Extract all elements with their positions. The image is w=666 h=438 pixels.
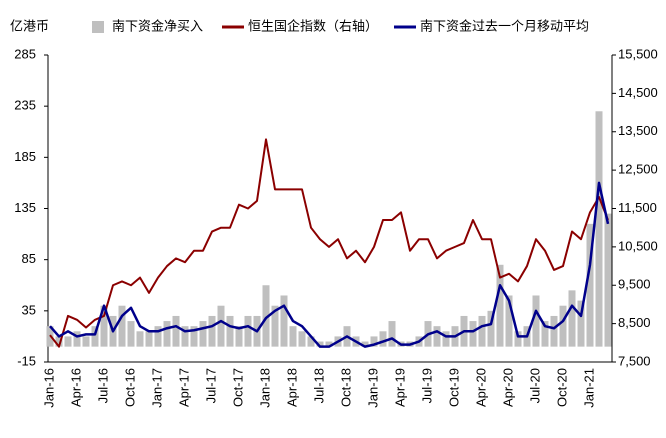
bar (487, 310, 495, 347)
bar (586, 223, 594, 347)
bar (388, 321, 396, 347)
bar (370, 336, 378, 347)
bar (541, 321, 549, 347)
bar (244, 315, 252, 347)
bar (181, 326, 189, 347)
bar (55, 336, 63, 347)
y2-tick-label: 12,500 (618, 162, 658, 177)
x-tick-label: Jul-20 (527, 368, 542, 403)
bar (514, 331, 522, 347)
bar (307, 336, 315, 347)
x-tick-label: Jul-16 (95, 368, 110, 403)
x-tick-label: Jan-18 (257, 368, 272, 408)
x-tick-label: Jan-17 (149, 368, 164, 408)
y2-tick-label: 7,500 (618, 353, 651, 368)
bar (559, 305, 567, 347)
x-tick-label: Oct-20 (554, 368, 569, 407)
y-tick-label: 235 (14, 98, 36, 113)
x-tick-label: Oct-16 (122, 368, 137, 407)
y-tick-label: 185 (14, 149, 36, 164)
bar (532, 295, 540, 347)
x-tick-label: Apr-20 (473, 368, 488, 407)
y-tick-label: 285 (14, 46, 36, 61)
bar (442, 331, 450, 347)
bar (199, 321, 207, 347)
y-tick-label: 135 (14, 200, 36, 215)
bar (82, 336, 90, 347)
bar (496, 264, 504, 347)
x-tick-label: Apr-19 (392, 368, 407, 407)
bar (163, 321, 171, 347)
x-tick-label: Jul-19 (419, 368, 434, 403)
x-tick-label: Jan-19 (365, 368, 380, 408)
bar (298, 331, 306, 347)
bar (433, 326, 441, 347)
y-tick-label: 35 (22, 302, 36, 317)
y2-tick-label: 14,500 (618, 85, 658, 100)
x-tick-label: Jul-18 (311, 368, 326, 403)
y2-tick-label: 11,500 (618, 200, 657, 215)
y2-tick-label: 9,500 (618, 277, 651, 292)
x-tick-label: Oct-18 (338, 368, 353, 407)
bar (577, 300, 585, 347)
line (49, 138, 609, 348)
bar (208, 315, 216, 347)
x-tick-label: Jul-17 (203, 368, 218, 403)
bar (379, 331, 387, 347)
legend-label: 恒生国企指数（右轴） (248, 18, 378, 33)
bar (217, 305, 225, 347)
bar (64, 336, 72, 347)
line (49, 181, 610, 348)
legend-swatch (92, 21, 104, 33)
y2-tick-label: 10,500 (618, 238, 658, 253)
bar (271, 305, 279, 347)
bar (262, 285, 270, 347)
bar (226, 315, 234, 347)
bar (127, 321, 135, 347)
bar (550, 315, 558, 347)
bar (91, 326, 99, 347)
y-tick-label: 85 (22, 251, 36, 266)
bar (73, 331, 81, 347)
bar (568, 290, 576, 347)
bar (190, 326, 198, 347)
bar (280, 295, 288, 347)
x-tick-label: Jan-16 (41, 368, 56, 408)
x-tick-label: Oct-19 (446, 368, 461, 407)
bar (136, 331, 144, 347)
y2-tick-label: 15,500 (618, 46, 658, 61)
bar (316, 341, 324, 347)
x-tick-label: Apr-20 (500, 368, 515, 407)
y2-tick-label: 8,500 (618, 315, 651, 330)
bar (172, 315, 180, 347)
x-tick-label: Jan-21 (581, 368, 596, 408)
bar (361, 341, 369, 347)
bar (235, 326, 243, 347)
bar (118, 305, 126, 347)
x-tick-label: Oct-17 (230, 368, 245, 407)
bar (595, 111, 603, 347)
x-tick-label: Apr-16 (68, 368, 83, 407)
bar (469, 321, 477, 347)
y-unit-label: 亿港币 (10, 18, 49, 33)
bar (325, 341, 333, 347)
legend-label: 南下资金过去一个月移动平均 (420, 18, 589, 33)
bar (289, 326, 297, 347)
bar (604, 213, 612, 347)
bar (505, 295, 513, 347)
y-tick-label: -15 (17, 353, 36, 368)
legend-label: 南下资金净买入 (112, 18, 203, 33)
bar (478, 315, 486, 347)
x-tick-label: Apr-17 (176, 368, 191, 407)
bar (145, 331, 153, 347)
bar (100, 305, 108, 347)
y2-tick-label: 13,500 (618, 123, 658, 138)
bar (154, 326, 162, 347)
x-tick-label: Apr-18 (284, 368, 299, 407)
